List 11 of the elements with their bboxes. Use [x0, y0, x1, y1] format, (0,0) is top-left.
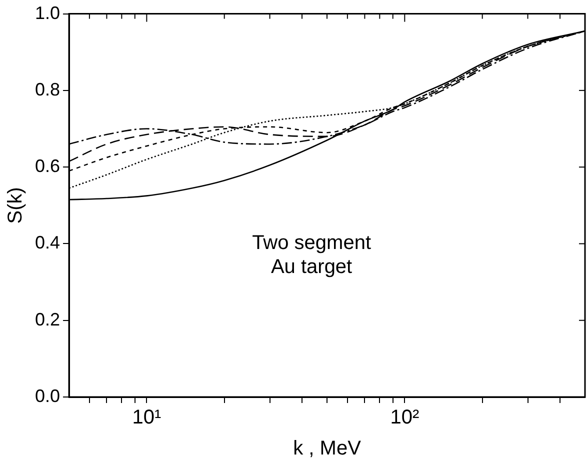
y-axis-title: S(k) — [4, 187, 27, 224]
y-tick-label: 0.6 — [34, 156, 60, 176]
y-tick-label: 0.4 — [34, 232, 60, 253]
y-tick-label: 0.2 — [34, 309, 60, 330]
x-tick-label: 10¹ — [132, 406, 162, 429]
x-tick-label: 10² — [390, 406, 420, 429]
y-tick-label: 0.8 — [34, 79, 60, 100]
annotation: Two segment Au target — [252, 232, 372, 278]
y-tick-label: 0.0 — [34, 386, 60, 406]
x-axis-title: k , MeV — [293, 438, 362, 460]
y-tick-label: 1.0 — [34, 2, 60, 23]
